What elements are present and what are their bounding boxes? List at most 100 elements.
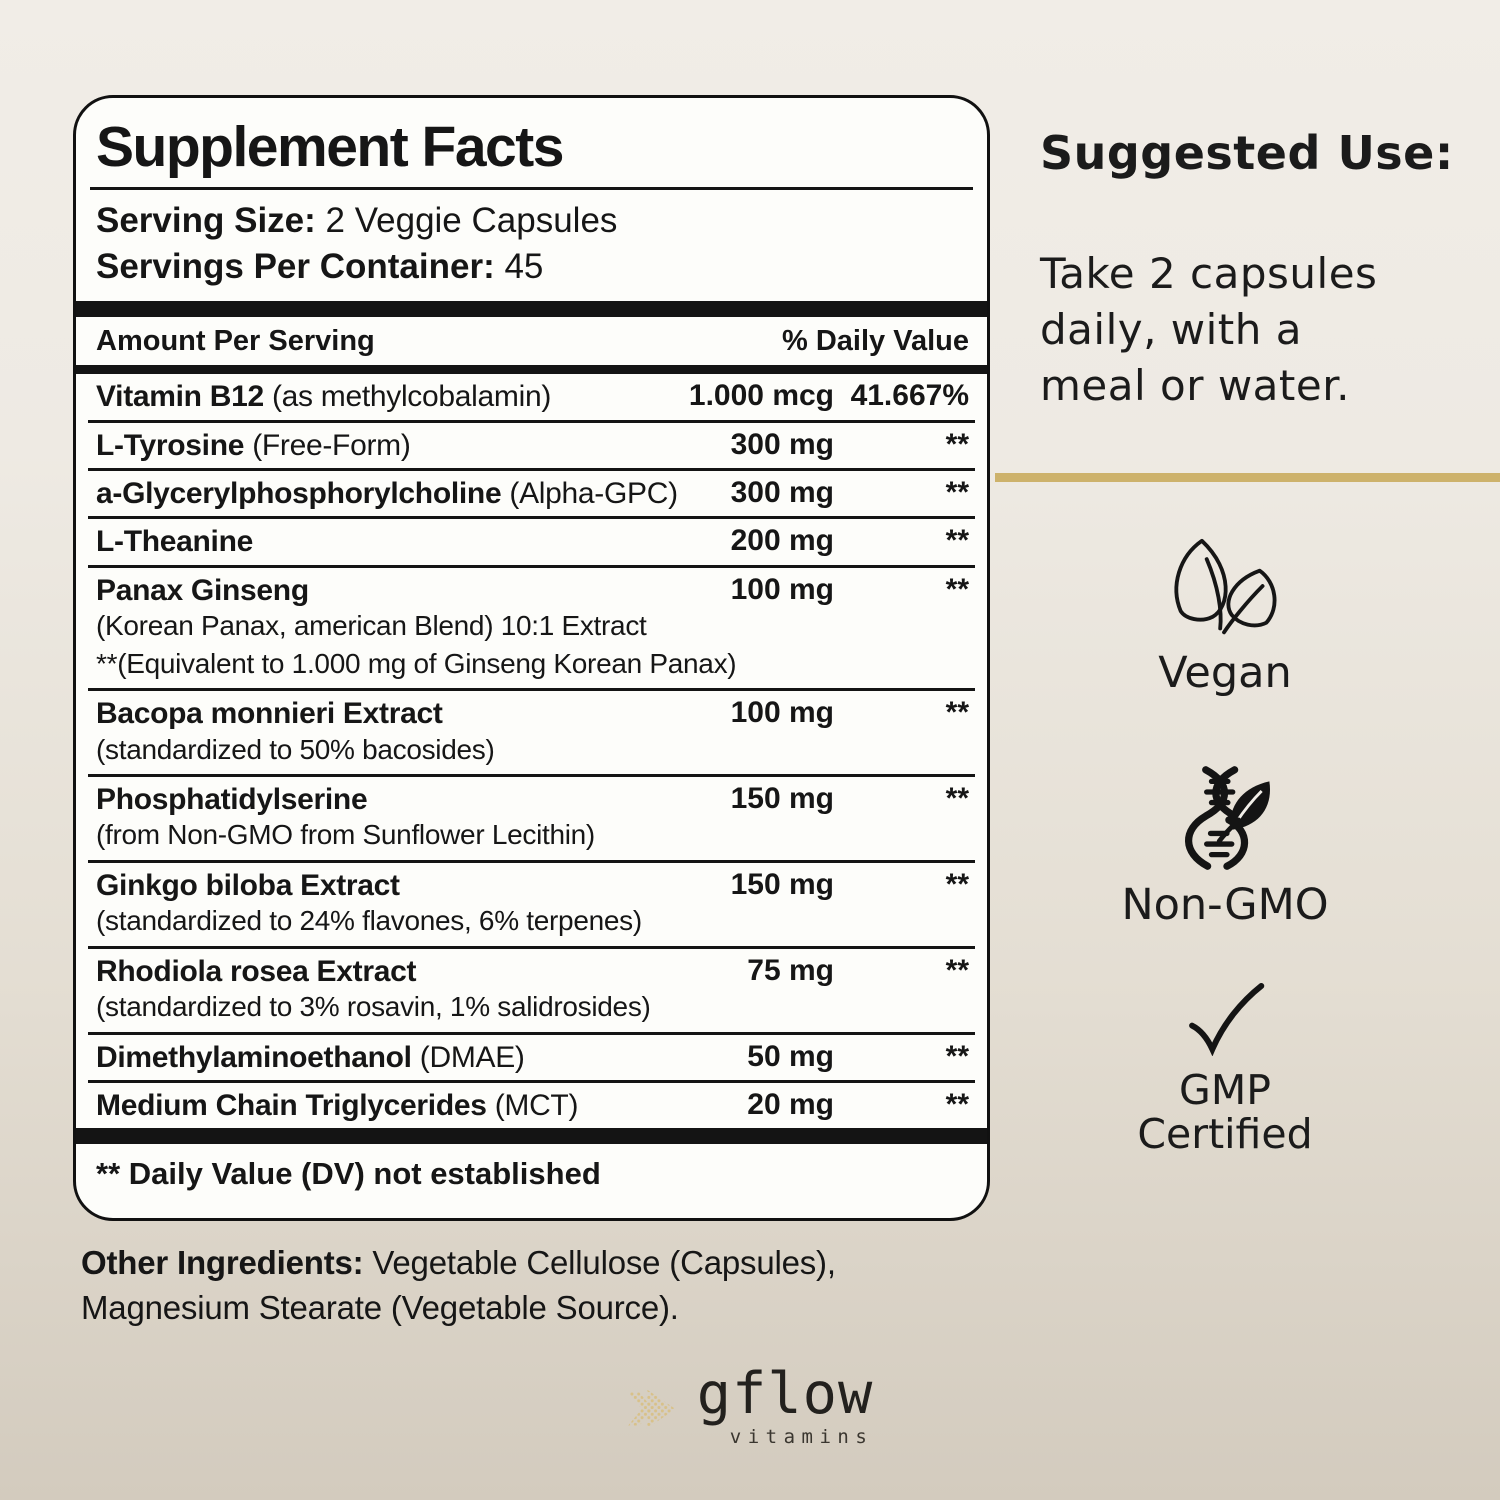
ingredient-subtext: **(Equivalent to 1.000 mg of Ginseng Kor… (96, 647, 737, 679)
ingredient-amount: 200 mg (730, 524, 834, 558)
ingredient-subtext: (standardized to 50% bacosides) (96, 733, 495, 765)
header-amount-per-serving: Amount Per Serving (96, 325, 375, 358)
ingredient-amount: 150 mg (730, 867, 834, 901)
right-column: Suggested Use: Take 2 capsules daily, wi… (995, 0, 1500, 1500)
gmp-certified-label: GMP Certified (1137, 1068, 1312, 1157)
ingredient-subtext: (from Non-GMO from Sunflower Lecithin) (96, 819, 595, 851)
ingredient-subtext: (standardized to 3% rosavin, 1% salidros… (96, 991, 651, 1023)
ingredient-name: a-Glycerylphosphorylcholine (96, 477, 502, 511)
ingredient-name: Phosphatidylserine (96, 783, 368, 817)
panel-title: Supplement Facts (96, 115, 564, 179)
ingredient-detail: (MCT) (494, 1088, 579, 1122)
facts-rows: Vitamin B12 (as methylcobalamin) 1.000 m… (88, 374, 975, 1128)
ingredient-name: Dimethylaminoethanol (96, 1040, 412, 1074)
ingredient-detail: (Alpha-GPC) (509, 477, 678, 511)
ingredient-name: L-Tyrosine (96, 428, 245, 462)
vegan-label: Vegan (1158, 648, 1292, 698)
badges-column: Vegan Non-GMO (995, 536, 1455, 1157)
other-ingredients-line1: Vegetable Cellulose (Capsules), (372, 1244, 836, 1282)
supplement-facts-panel: Supplement Facts Serving Size: 2 Veggie … (73, 95, 990, 1222)
daily-value-footnote: ** Daily Value (DV) not established (96, 1156, 601, 1192)
table-row-ginkgo: Ginkgo biloba Extract 150 mg ** (standar… (88, 859, 975, 946)
ingredient-subtext: (standardized to 24% flavones, 6% terpen… (96, 905, 642, 937)
other-ingredients-label: Other Ingredients: (81, 1244, 364, 1282)
brand-name: gflow (696, 1361, 874, 1427)
ingredient-detail: (Free-Form) (252, 428, 411, 462)
divider-bar-thick-top (76, 301, 987, 318)
ingredient-dv: ** (945, 782, 969, 816)
title-rule (90, 187, 973, 191)
table-row-bacopa: Bacopa monnieri Extract 100 mg ** (stand… (88, 688, 975, 774)
serving-size-value: 2 Veggie Capsules (325, 201, 618, 241)
table-row-l-tyrosine: L-Tyrosine (Free-Form) 300 mg ** (88, 419, 975, 468)
suggested-use-title: Suggested Use: (1040, 126, 1454, 180)
divider-bar-medium (76, 365, 987, 375)
left-column: Supplement Facts Serving Size: 2 Veggie … (73, 95, 990, 1330)
suggested-use-line: daily, with a (1040, 304, 1302, 354)
serving-info: Serving Size: 2 Veggie Capsules Servings… (96, 198, 971, 289)
brand-tagline: vitamins (729, 1426, 874, 1448)
facts-header-row: Amount Per Serving % Daily Value (88, 317, 975, 365)
ingredient-amount: 100 mg (730, 572, 834, 606)
ingredient-amount: 300 mg (730, 427, 834, 461)
divider-bar-thick-bottom (76, 1128, 987, 1145)
ingredient-name: Vitamin B12 (96, 380, 264, 414)
ingredient-dv: ** (945, 1039, 969, 1073)
ingredient-dv: ** (945, 524, 969, 558)
gmp-line1: GMP (1179, 1066, 1271, 1114)
suggested-use-line: meal or water. (1040, 360, 1350, 410)
servings-per-container-line: Servings Per Container: 45 (96, 244, 971, 290)
ingredient-dv: ** (945, 476, 969, 510)
suggested-use-line: Take 2 capsules (1040, 249, 1378, 298)
table-row-panax-ginseng: Panax Ginseng 100 mg ** (Korean Panax, a… (88, 564, 975, 688)
ingredient-amount: 150 mg (730, 782, 834, 816)
non-gmo-label: Non-GMO (1121, 880, 1329, 930)
servings-per-container-value: 45 (504, 246, 544, 286)
other-ingredients-line2: Magnesium Stearate (Vegetable Source). (81, 1288, 679, 1326)
ingredient-dv: ** (945, 572, 969, 606)
table-row-mct: Medium Chain Triglycerides (MCT) 20 mg *… (88, 1079, 975, 1128)
ingredient-dv: ** (945, 953, 969, 987)
ingredient-detail: (DMAE) (419, 1040, 525, 1074)
ingredient-dv: ** (945, 867, 969, 901)
ingredient-name: Bacopa monnieri Extract (96, 697, 443, 731)
ingredient-name: Ginkgo biloba Extract (96, 868, 400, 902)
checkmark-icon (1189, 982, 1265, 1056)
ingredient-amount: 100 mg (730, 696, 834, 730)
brand-text: gflow vitamins (696, 1361, 874, 1449)
table-row-alpha-gpc: a-Glycerylphosphorylcholine (Alpha-GPC) … (88, 468, 975, 516)
chevron-dots-icon (628, 1389, 676, 1429)
ingredient-name: Medium Chain Triglycerides (96, 1088, 487, 1122)
ingredient-amount: 300 mg (730, 476, 834, 510)
header-daily-value: % Daily Value (782, 325, 969, 358)
gold-divider (995, 473, 1500, 482)
table-row-phosphatidylserine: Phosphatidylserine 150 mg ** (from Non-G… (88, 774, 975, 860)
serving-size-line: Serving Size: 2 Veggie Capsules (96, 198, 971, 244)
ingredient-dv: ** (945, 1087, 969, 1121)
serving-size-label: Serving Size: (96, 201, 316, 241)
ingredient-name: Panax Ginseng (96, 573, 309, 607)
ingredient-subtext: (Korean Panax, american Blend) 10:1 Extr… (96, 610, 647, 642)
ingredient-dv: 41.667% (850, 379, 969, 413)
dna-leaf-icon (1185, 766, 1271, 870)
table-row-l-theanine: L-Theanine 200 mg ** (88, 516, 975, 564)
servings-per-container-label: Servings Per Container: (96, 246, 495, 286)
ingredient-name: L-Theanine (96, 525, 254, 559)
leaf-icon (1174, 538, 1277, 635)
gmp-line2: Certified (1137, 1110, 1313, 1159)
ingredient-amount: 75 mg (747, 953, 834, 987)
ingredient-name: Rhodiola rosea Extract (96, 954, 417, 988)
other-ingredients: Other Ingredients: Vegetable Cellulose (… (81, 1241, 941, 1330)
suggested-use-body: Take 2 capsules daily, with a meal or wa… (1040, 246, 1377, 414)
table-row-dmae: Dimethylaminoethanol (DMAE) 50 mg ** (88, 1031, 975, 1080)
table-row-rhodiola: Rhodiola rosea Extract 75 mg ** (standar… (88, 945, 975, 1032)
table-row-vitamin-b12: Vitamin B12 (as methylcobalamin) 1.000 m… (88, 374, 975, 419)
ingredient-amount: 20 mg (747, 1087, 834, 1121)
ingredient-detail: (as methylcobalamin) (271, 380, 552, 414)
ingredient-dv: ** (945, 427, 969, 461)
ingredient-amount: 50 mg (747, 1039, 834, 1073)
brand-logo: gflow vitamins (627, 1366, 874, 1448)
ingredient-dv: ** (945, 696, 969, 730)
ingredient-amount: 1.000 mcg (688, 379, 834, 413)
